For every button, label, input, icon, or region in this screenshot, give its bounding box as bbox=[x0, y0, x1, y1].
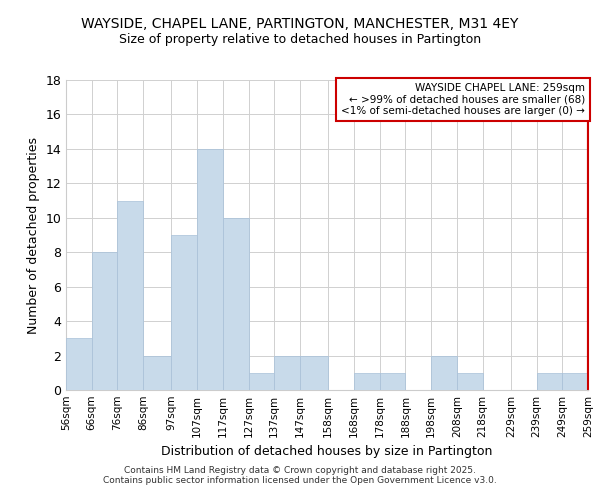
Bar bbox=[118, 200, 143, 390]
Text: WAYSIDE, CHAPEL LANE, PARTINGTON, MANCHESTER, M31 4EY: WAYSIDE, CHAPEL LANE, PARTINGTON, MANCHE… bbox=[82, 18, 518, 32]
Bar bbox=[380, 373, 406, 390]
X-axis label: Distribution of detached houses by size in Partington: Distribution of detached houses by size … bbox=[161, 446, 493, 458]
Bar bbox=[92, 252, 118, 390]
Bar bbox=[66, 338, 92, 390]
Bar bbox=[197, 149, 223, 390]
Bar bbox=[431, 356, 457, 390]
Bar bbox=[354, 373, 380, 390]
Text: WAYSIDE CHAPEL LANE: 259sqm
← >99% of detached houses are smaller (68)
<1% of se: WAYSIDE CHAPEL LANE: 259sqm ← >99% of de… bbox=[341, 83, 585, 116]
Bar bbox=[223, 218, 248, 390]
Bar bbox=[172, 235, 197, 390]
Bar bbox=[562, 373, 588, 390]
Bar bbox=[457, 373, 482, 390]
Bar bbox=[300, 356, 328, 390]
Bar bbox=[248, 373, 274, 390]
Text: Size of property relative to detached houses in Partington: Size of property relative to detached ho… bbox=[119, 32, 481, 46]
Y-axis label: Number of detached properties: Number of detached properties bbox=[27, 136, 40, 334]
Bar bbox=[143, 356, 172, 390]
Text: Contains HM Land Registry data © Crown copyright and database right 2025.
Contai: Contains HM Land Registry data © Crown c… bbox=[103, 466, 497, 485]
Bar bbox=[274, 356, 300, 390]
Bar bbox=[536, 373, 562, 390]
